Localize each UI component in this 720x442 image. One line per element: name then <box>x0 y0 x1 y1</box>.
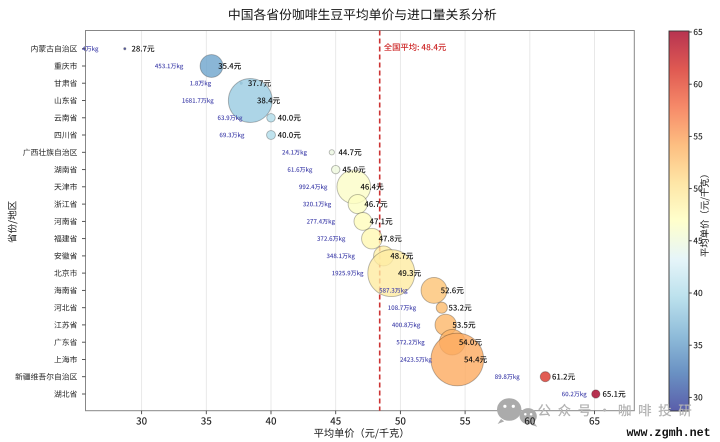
svg-text:www.zgmh.net: www.zgmh.net <box>627 426 711 440</box>
